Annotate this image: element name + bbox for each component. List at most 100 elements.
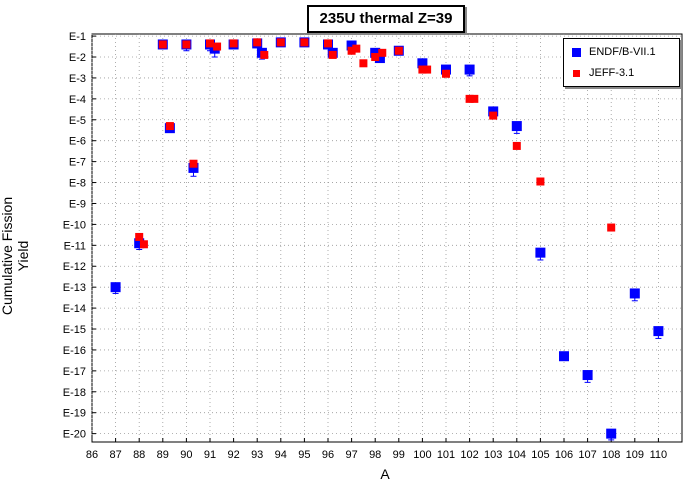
- x-tick-label: 96: [322, 449, 334, 461]
- data-point: [535, 247, 546, 258]
- data-point: [489, 111, 498, 120]
- data-point: [559, 351, 569, 362]
- y-tick-label: E-20: [63, 429, 86, 441]
- legend-swatch-jeff: [573, 69, 580, 77]
- data-point: [300, 38, 309, 47]
- x-tick-label: 98: [369, 449, 381, 461]
- x-tick-label: 104: [508, 449, 526, 461]
- y-tick-label: E-11: [64, 240, 86, 252]
- data-point: [653, 326, 664, 337]
- y-tick-label: E-13: [63, 282, 86, 294]
- chart-title: 235U thermal Z=39: [307, 5, 465, 33]
- y-tick-label: E-2: [69, 52, 86, 64]
- data-point: [359, 59, 368, 68]
- plot-area: [91, 33, 683, 443]
- y-tick-label: E-8: [69, 178, 86, 190]
- grid-lines: [91, 34, 682, 442]
- data-point: [536, 177, 545, 186]
- y-tick-label: E-18: [63, 387, 86, 399]
- x-tick-label: 102: [460, 449, 478, 461]
- y-tick-label: E-12: [63, 261, 86, 273]
- data-point: [512, 141, 521, 150]
- x-tick-label: 92: [227, 449, 239, 461]
- x-tick-label: 97: [345, 449, 357, 461]
- legend-swatch-endf: [572, 47, 581, 57]
- y-tick-label: E-19: [63, 408, 86, 420]
- data-point: [347, 46, 356, 55]
- data-point: [260, 50, 269, 59]
- y-tick-label: E-14: [63, 303, 86, 315]
- x-tick-label: 106: [555, 449, 573, 461]
- x-tick-label: 87: [109, 449, 121, 461]
- y-tick-label: E-15: [63, 324, 86, 336]
- data-point: [423, 65, 432, 74]
- data-point: [253, 38, 262, 47]
- x-tick-label: 100: [413, 449, 431, 461]
- x-tick-label: 107: [578, 449, 596, 461]
- data-point: [441, 64, 451, 75]
- x-tick-label: 93: [251, 449, 263, 461]
- y-tick-label: E-7: [69, 157, 86, 169]
- data-point: [189, 159, 198, 168]
- x-tick-label: 109: [626, 449, 644, 461]
- data-point: [606, 428, 617, 439]
- x-tick-label: 89: [157, 449, 169, 461]
- data-point: [206, 39, 214, 48]
- x-tick-label: 108: [602, 449, 620, 461]
- data-point: [629, 288, 640, 299]
- y-tick-label: E-1: [69, 31, 86, 43]
- x-tick-label: 91: [204, 449, 216, 461]
- data-point: [442, 69, 450, 78]
- data-point: [276, 38, 285, 47]
- y-axis-label: Cumulative Fission Yield: [0, 196, 31, 316]
- data-point: [165, 122, 174, 131]
- y-tick-label: E-17: [63, 366, 86, 378]
- x-tick-label: 103: [484, 449, 502, 461]
- y-tick-label: E-6: [69, 136, 86, 148]
- legend-label-endf: ENDF/B-VII.1: [589, 46, 656, 59]
- data-point: [213, 42, 222, 51]
- data-point: [158, 40, 167, 49]
- x-tick-label: 88: [133, 449, 145, 461]
- data-point: [582, 370, 593, 381]
- data-point: [465, 94, 474, 103]
- data-point: [374, 53, 385, 64]
- x-tick-label: 101: [437, 449, 455, 461]
- x-tick-label: 94: [275, 449, 287, 461]
- data-point: [134, 238, 145, 249]
- legend-item-jeff: JEFF-3.1: [572, 66, 634, 80]
- data-point: [188, 162, 199, 173]
- x-axis-label: A: [380, 466, 390, 482]
- data-point: [418, 65, 427, 74]
- x-tick-label: 110: [650, 449, 668, 461]
- y-tick-label: E-5: [69, 115, 86, 127]
- x-tick-label: 90: [180, 449, 192, 461]
- series-jeff: [135, 38, 616, 249]
- y-tick-label: E-9: [69, 198, 86, 210]
- data-point: [464, 64, 475, 75]
- data-point: [229, 39, 238, 48]
- data-point: [488, 106, 499, 117]
- data-point: [328, 50, 337, 59]
- data-point: [139, 240, 148, 249]
- y-tick-label: E-3: [69, 73, 86, 85]
- data-point: [370, 47, 381, 58]
- data-point: [182, 40, 191, 49]
- y-tick-label: E-10: [63, 219, 86, 231]
- x-tick-label: 86: [86, 449, 98, 461]
- data-point: [346, 40, 357, 51]
- data-point: [607, 223, 616, 232]
- data-point: [378, 48, 387, 57]
- data-point: [394, 46, 403, 55]
- x-tick-label: 99: [393, 449, 405, 461]
- data-point: [470, 94, 479, 103]
- legend-item-endf: ENDF/B-VII.1: [572, 45, 656, 59]
- y-tick-label: E-16: [63, 345, 86, 357]
- x-axis-ticks: 86 87 88 89 90 91 92 93 94 95 96 97 98 99 100 101 102 103…: [86, 438, 667, 461]
- data-point: [371, 53, 380, 62]
- y-axis-ticks: E-1 E-2 E-3 E-4 E-5 E-6 E-7 E-8 E-9 E-10 E-11 E-12 E…: [63, 31, 96, 441]
- data-point: [352, 44, 361, 53]
- data-point: [110, 282, 121, 293]
- legend-label-jeff: JEFF-3.1: [589, 67, 635, 80]
- legend: ENDF/B-VII.1 JEFF-3.1: [563, 38, 680, 87]
